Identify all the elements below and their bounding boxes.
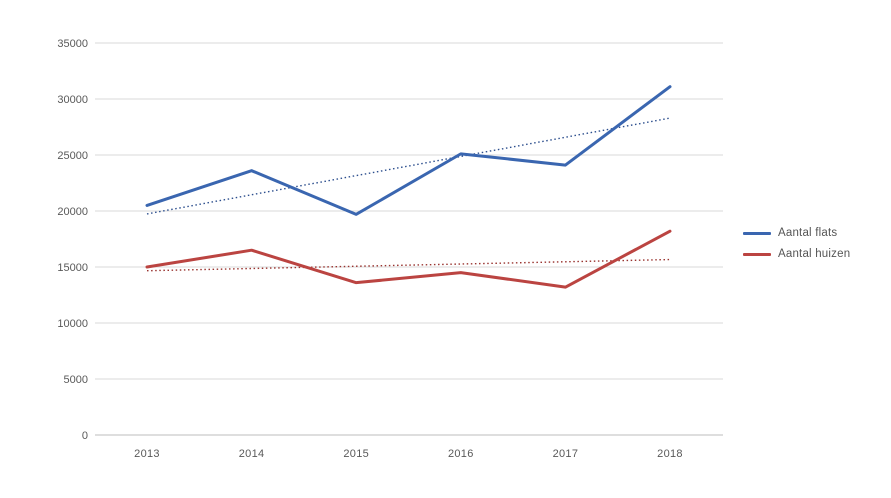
legend-swatch-aantal-flats xyxy=(743,231,771,235)
y-tick-label: 15000 xyxy=(57,262,88,274)
y-tick-label: 20000 xyxy=(57,206,88,218)
legend-label-aantal-flats: Aantal flats xyxy=(778,227,838,239)
x-tick-label-2013: 2013 xyxy=(134,448,160,460)
trendline-aantal-huizen xyxy=(146,258,671,272)
y-tick-label: 10000 xyxy=(57,318,88,330)
x-tick-label-2015: 2015 xyxy=(343,448,369,460)
y-tick-label: 5000 xyxy=(64,374,88,386)
trendline-aantal-flats xyxy=(146,117,671,215)
y-tick-label: 30000 xyxy=(57,94,88,106)
x-tick-label-2014: 2014 xyxy=(239,448,265,460)
legend-item-aantal-flats[interactable]: Aantal flats xyxy=(743,227,850,239)
legend-label-aantal-huizen: Aantal huizen xyxy=(778,248,851,260)
x-tick-label-2017: 2017 xyxy=(553,448,579,460)
x-tick-label-2016: 2016 xyxy=(448,448,474,460)
x-tick-label-2018: 2018 xyxy=(657,448,683,460)
y-tick-label: 25000 xyxy=(57,150,88,162)
y-tick-label: 0 xyxy=(82,430,88,442)
series-line-aantal-flats xyxy=(145,85,672,216)
y-tick-label: 35000 xyxy=(57,38,88,50)
legend-swatch-aantal-huizen xyxy=(743,252,771,256)
chart-legend: Aantal flats Aantal huizen xyxy=(743,227,850,260)
series-line-aantal-huizen xyxy=(145,229,672,289)
legend-item-aantal-huizen[interactable]: Aantal huizen xyxy=(743,248,850,260)
